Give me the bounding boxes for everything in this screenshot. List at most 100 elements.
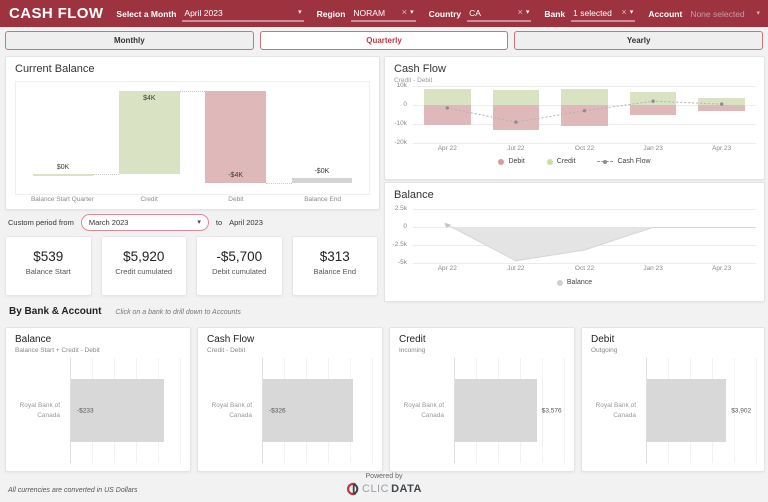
chart-title: Cash Flow: [394, 63, 446, 75]
chevron-down-icon[interactable]: ▾: [756, 10, 760, 17]
bank-bar[interactable]: [263, 379, 353, 442]
balance-yaxis: 2.5k 0 -2.5k -5k: [389, 205, 410, 266]
cashflow-xlabels: Apr 22 Jul 22 Oct 22 Jan 23 Apr 23: [413, 145, 756, 154]
chart-title: Balance: [15, 334, 52, 345]
cashflow-legend: Debit Credit Cash Flow: [385, 158, 764, 165]
gridline: [413, 143, 756, 144]
country-filter-label: Country: [428, 8, 462, 19]
waterfall-bar: [291, 177, 353, 183]
month-select-value: April 2023: [184, 7, 223, 18]
chart-title: Current Balance: [15, 63, 95, 75]
clicdata-logo-icon: [346, 482, 359, 496]
hbar-zone: $3,902: [646, 358, 757, 463]
bank-select[interactable]: 1 selected × ▾: [571, 6, 636, 22]
balance-legend: Balance: [385, 279, 764, 286]
line-swatch-icon: [597, 159, 614, 164]
period-tabs: Monthly Quarterly Yearly: [5, 31, 764, 50]
country-select[interactable]: CA × ▾: [467, 6, 532, 22]
hbar-zone: -$233: [70, 358, 183, 463]
kpi-label: Debit cumulated: [212, 267, 267, 276]
credit-swatch-icon: [546, 158, 553, 165]
credit-bar: [423, 88, 471, 105]
kpi-value: -$5,700: [216, 249, 263, 264]
debit-bar: [492, 105, 540, 130]
chevron-down-icon[interactable]: ▾: [298, 9, 302, 16]
powered-by-label: Powered by: [365, 473, 403, 480]
x-tick-label: Oct 22: [574, 145, 595, 152]
account-select[interactable]: None selected ▾: [688, 7, 762, 21]
x-tick-label: Apr 23: [712, 145, 732, 152]
y-tick-label: -10k: [394, 120, 407, 127]
chevron-down-icon[interactable]: ▾: [197, 219, 201, 226]
balance-card: Balance 2.5k 0 -2.5k -5k Apr 22 Jul 22 Oct 22…: [384, 182, 765, 302]
chart-subtitle: Credit - Debit: [394, 77, 433, 84]
credit-bar: [561, 88, 608, 105]
waterfall-chart: $0K $4K -$4K -$0K: [15, 81, 370, 195]
legend-item-cashflow: Cash Flow: [597, 158, 651, 165]
chart-title: Balance: [394, 189, 434, 201]
chevron-down-icon[interactable]: ▾: [525, 9, 530, 16]
period-prefix-label: Custom period from: [8, 217, 74, 227]
bar-value-label: $3,902: [731, 407, 752, 414]
tab-monthly[interactable]: Monthly: [5, 31, 254, 50]
gridline: [413, 86, 756, 87]
kpi-value: $313: [319, 249, 350, 264]
bank-filter-label: Bank: [544, 8, 566, 19]
bank-bar[interactable]: [71, 379, 164, 442]
y-tick-label: 10k: [396, 82, 407, 89]
bank-name-label: Royal Bank of Canada: [19, 402, 60, 419]
credit-bar: [698, 98, 746, 105]
y-tick-label: -5k: [397, 259, 407, 266]
cash-flow-card: Cash Flow Credit - Debit 10k 0 -10k -20k Ap…: [384, 56, 765, 180]
region-select-value: NORAM: [353, 7, 386, 18]
bank-bar[interactable]: [455, 379, 537, 442]
y-tick-label: 0: [403, 223, 407, 230]
bar-value-label: -$326: [269, 407, 286, 414]
chevron-down-icon[interactable]: ▾: [629, 9, 634, 16]
x-tick-label: Oct 22: [574, 265, 595, 272]
waterfall-connector: [93, 173, 120, 175]
x-tick-label: Jan 23: [643, 265, 663, 272]
clicdata-brand: CLIC DATA: [0, 482, 768, 496]
cashflow-plot: [413, 86, 756, 144]
balance-swatch-icon: [556, 279, 563, 286]
hbar-chart: Royal Bank of Canada $3,902: [589, 358, 757, 463]
chart-subtitle: Credit - Debit: [207, 347, 246, 354]
period-from-select[interactable]: March 2023 ▾: [80, 213, 209, 231]
brand-text-gray: CLIC: [362, 483, 390, 495]
bank-name-label: Royal Bank of Canada: [211, 402, 252, 419]
chevron-down-icon[interactable]: ▾: [410, 9, 414, 16]
clear-icon[interactable]: ×: [517, 7, 523, 17]
kpi-debit-cumulated: -$5,700 Debit cumulated: [196, 236, 283, 296]
month-select[interactable]: April 2023 ▾: [182, 6, 304, 22]
cash-flow-line: [445, 99, 724, 124]
bank-bar[interactable]: [647, 379, 727, 442]
clear-icon[interactable]: ×: [401, 7, 408, 17]
period-to-value: April 2023: [229, 217, 263, 227]
tab-yearly[interactable]: Yearly: [514, 31, 764, 50]
x-tick-label: Debit: [228, 196, 244, 203]
kpi-row: $539 Balance Start $5,920 Credit cumulat…: [5, 236, 378, 296]
debit-bar: [629, 105, 677, 116]
gridline: [413, 263, 756, 264]
clear-icon[interactable]: ×: [621, 7, 627, 17]
hbar-zone: $3,576: [454, 358, 567, 463]
waterfall-bar: [32, 173, 94, 176]
region-select[interactable]: NORAM × ▾: [351, 6, 416, 22]
month-filter-label: Select a Month: [116, 8, 177, 19]
kpi-label: Balance Start: [25, 267, 71, 276]
bar-value-label: $0K: [56, 163, 70, 171]
section-note: Click on a bank to drill down to Account…: [115, 309, 241, 316]
tab-quarterly[interactable]: Quarterly: [259, 31, 509, 50]
period-to-word: to: [215, 217, 223, 227]
chart-subtitle: Balance Start + Credit - Debit: [15, 347, 100, 354]
waterfall-bar: [119, 90, 180, 174]
y-tick-label: -2.5k: [392, 241, 407, 248]
legend-label: Cash Flow: [617, 158, 651, 165]
period-from-value: March 2023: [88, 217, 129, 227]
balance-xlabels: Apr 22 Jul 22 Oct 22 Jan 23 Apr 23: [413, 265, 756, 274]
custom-period-row: Custom period from March 2023 ▾ to April…: [8, 213, 263, 231]
section-title: By Bank & Account: [9, 306, 102, 317]
kpi-balance-start: $539 Balance Start: [5, 236, 92, 296]
kpi-credit-cumulated: $5,920 Credit cumulated: [100, 236, 187, 296]
